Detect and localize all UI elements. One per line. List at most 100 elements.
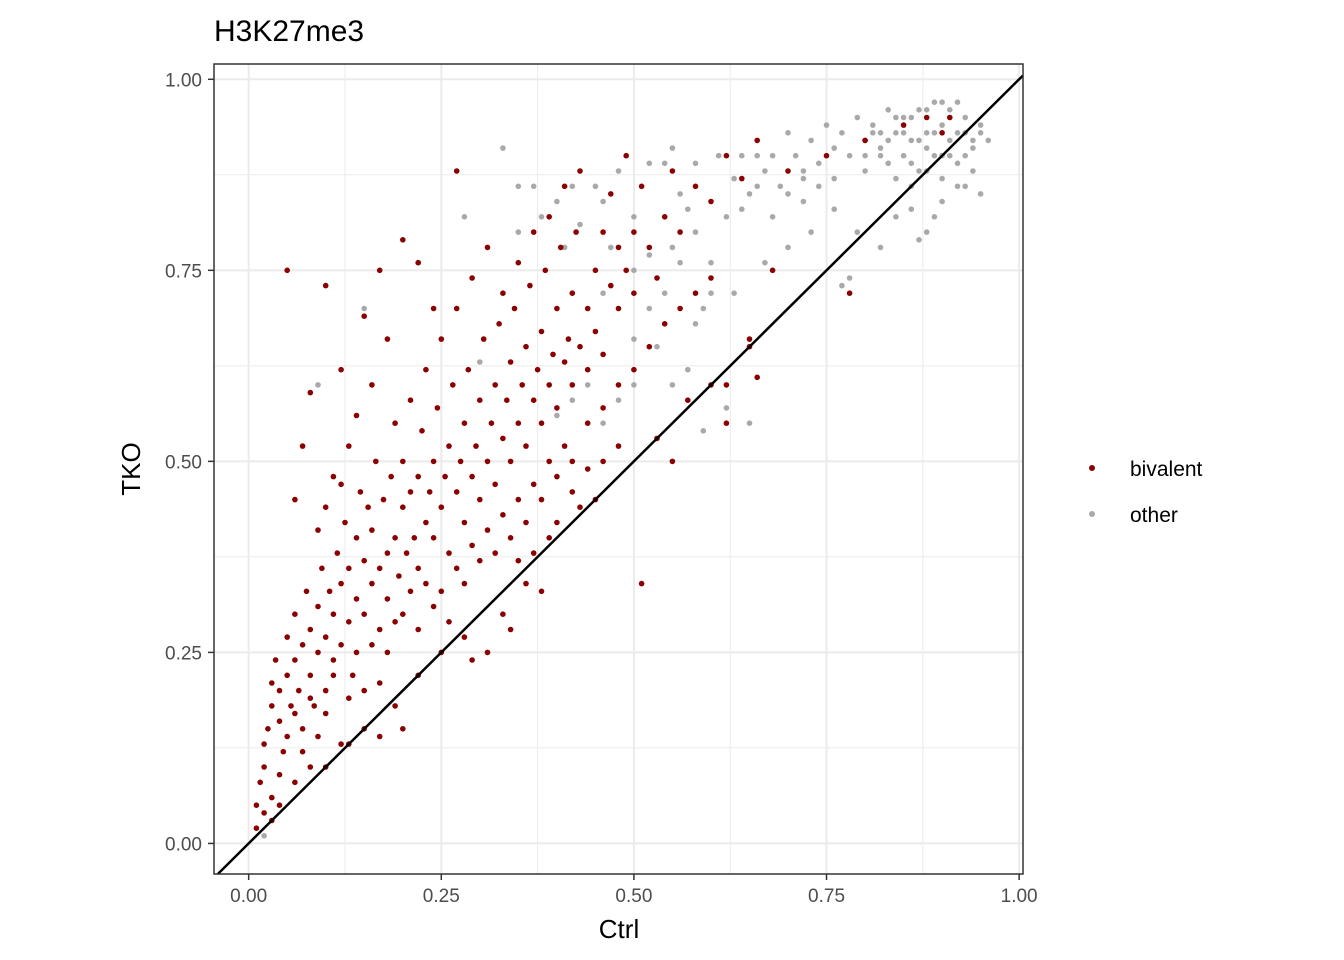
legend-label-other: other (1130, 504, 1178, 527)
point-other (708, 259, 714, 266)
point-other (954, 130, 961, 136)
point-other (600, 198, 606, 205)
point-bivalent (577, 504, 583, 511)
point-bivalent (453, 168, 460, 174)
point-bivalent (346, 619, 352, 625)
point-bivalent (253, 802, 260, 808)
point-bivalent (338, 580, 344, 587)
point-other (923, 130, 930, 136)
point-bivalent (461, 519, 468, 526)
point-bivalent (307, 695, 314, 701)
point-bivalent (322, 282, 329, 289)
point-bivalent (400, 726, 406, 732)
point-bivalent (307, 626, 314, 633)
point-bivalent (361, 611, 368, 617)
point-bivalent (330, 657, 337, 663)
point-bivalent (438, 336, 445, 342)
point-bivalent (554, 519, 560, 526)
point-other (900, 152, 907, 159)
point-bivalent (677, 305, 683, 312)
point-bivalent (361, 313, 368, 320)
point-bivalent (384, 336, 391, 342)
point-other (846, 275, 853, 281)
point-other (631, 382, 637, 388)
point-other (823, 122, 830, 128)
point-other (661, 160, 668, 167)
point-bivalent (430, 603, 437, 610)
point-other (947, 152, 953, 159)
y-tick-label: 0.00 (165, 834, 202, 855)
point-other (893, 114, 899, 121)
point-bivalent (685, 397, 691, 404)
point-bivalent (577, 168, 583, 174)
point-bivalent (261, 810, 267, 816)
point-bivalent (353, 412, 360, 419)
point-other (685, 366, 691, 373)
point-other (962, 183, 968, 190)
point-other (800, 168, 807, 174)
point-other (515, 229, 522, 235)
point-bivalent (569, 382, 576, 388)
point-bivalent (357, 489, 364, 495)
point-bivalent (823, 152, 830, 159)
point-bivalent (369, 382, 375, 388)
point-other (600, 420, 606, 427)
point-bivalent (338, 642, 344, 648)
point-other (584, 382, 591, 388)
point-bivalent (307, 389, 314, 396)
point-other (723, 214, 730, 220)
point-bivalent (538, 588, 545, 595)
point-bivalent (477, 397, 483, 404)
point-other (854, 229, 861, 235)
point-bivalent (461, 580, 468, 587)
point-bivalent (430, 458, 437, 465)
point-bivalent (469, 275, 475, 281)
point-bivalent (461, 420, 468, 427)
point-bivalent (365, 504, 371, 511)
point-bivalent (461, 634, 468, 640)
point-bivalent (292, 710, 298, 717)
point-bivalent (565, 336, 572, 342)
point-bivalent (550, 351, 556, 358)
point-bivalent (577, 343, 583, 350)
point-bivalent (276, 718, 283, 724)
point-bivalent (615, 244, 622, 251)
point-other (931, 214, 938, 220)
point-bivalent (515, 496, 522, 503)
point-other (692, 160, 699, 167)
point-other (893, 130, 899, 136)
point-bivalent (292, 496, 298, 503)
point-bivalent (569, 489, 576, 495)
point-bivalent (288, 703, 294, 709)
point-other (839, 130, 845, 136)
point-other (677, 259, 683, 266)
point-bivalent (280, 748, 287, 755)
point-bivalent (446, 619, 452, 625)
point-bivalent (315, 527, 321, 533)
point-bivalent (608, 282, 614, 289)
point-other (970, 137, 976, 144)
point-bivalent (253, 825, 260, 831)
y-tick-label: 0.25 (165, 643, 202, 664)
point-bivalent (477, 496, 483, 503)
point-other (762, 168, 768, 174)
x-tick-label: 0.25 (423, 886, 460, 907)
point-bivalent (292, 611, 298, 617)
point-bivalent (396, 573, 402, 579)
point-bivalent (785, 168, 791, 174)
point-bivalent (554, 405, 560, 411)
point-bivalent (322, 687, 329, 694)
point-bivalent (269, 703, 275, 709)
point-bivalent (311, 703, 318, 709)
point-other (692, 321, 699, 327)
point-bivalent (515, 557, 522, 564)
point-bivalent (592, 328, 599, 335)
point-bivalent (346, 565, 352, 572)
point-bivalent (419, 428, 425, 434)
point-bivalent (423, 366, 429, 373)
point-bivalent (272, 657, 279, 663)
point-bivalent (338, 366, 344, 373)
point-bivalent (384, 550, 391, 556)
point-bivalent (484, 244, 491, 251)
point-bivalent (369, 580, 375, 587)
